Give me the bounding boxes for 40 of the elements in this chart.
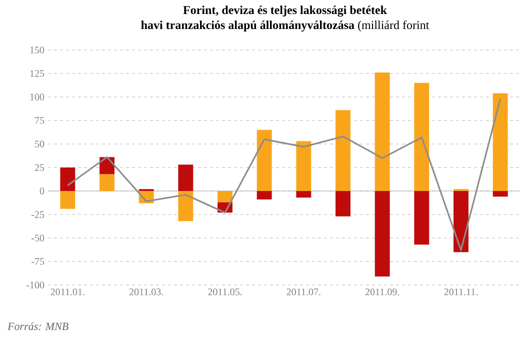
y-tick-label: -25: [32, 211, 44, 218]
bar: [296, 190, 312, 198]
y-tick-label: 125: [30, 70, 44, 77]
bar: [454, 190, 468, 252]
y-tick-label: -100: [26, 282, 44, 288]
y-tick-label: -50: [32, 234, 44, 242]
bar: [218, 190, 232, 202]
bar: [374, 190, 390, 277]
bar: [296, 141, 312, 191]
bar: [414, 190, 430, 245]
bar: [374, 72, 390, 191]
chart-subtitle: havi tranzakciós alapú állományváltozása (milliárd forint: [141, 20, 430, 32]
chart-title: Forint, deviza és teljes lakossági betétek: [183, 6, 387, 17]
x-tick-label: 2011.01.: [50, 288, 84, 296]
bar: [336, 110, 350, 191]
bar: [492, 190, 508, 197]
y-tick-label: 50: [35, 140, 44, 148]
bar: [256, 130, 272, 191]
bar: [100, 174, 114, 191]
line-series: [66, 98, 502, 252]
x-tick-label: 2011.07.: [286, 288, 320, 296]
y-tick-label: 0: [40, 188, 44, 194]
bar: [336, 190, 350, 216]
bar: [256, 190, 272, 200]
bar: [178, 164, 194, 191]
x-tick-label: 2011.09.: [365, 288, 399, 296]
bar: [178, 190, 194, 222]
bar: [60, 190, 76, 209]
x-tick-label: 2011.03.: [129, 288, 163, 296]
x-tick-label: 2011.05.: [208, 288, 242, 296]
text: Forrás: MNB: [7, 322, 68, 330]
bar: [414, 82, 430, 191]
bar: [60, 167, 76, 191]
x-tick-label: 2011.11.: [444, 288, 478, 296]
y-tick-label: 150: [30, 46, 44, 54]
y-tick-label: 25: [34, 164, 44, 171]
y-tick-label: -75: [32, 258, 44, 265]
y-tick-label: 100: [30, 94, 44, 100]
bar: [492, 93, 508, 191]
y-tick-label: 75: [35, 117, 44, 124]
